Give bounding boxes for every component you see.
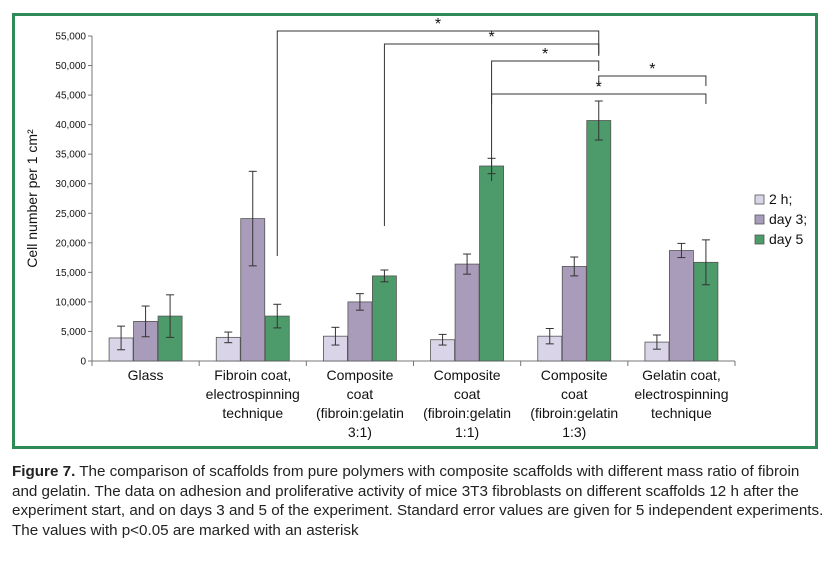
y-tick-label: 40,000 [55,120,86,131]
bar [454,263,480,362]
figure-caption: Figure 7. The comparison of scaffolds fr… [12,462,827,540]
category-label: technique [651,405,712,421]
bar [479,165,504,362]
significance-asterisk: * [596,79,602,96]
legend-swatch [754,234,765,245]
significance-bracket [276,30,600,256]
category-label: Composite [434,367,501,383]
legend-label: 2 h; [769,191,792,207]
y-tick-label: 30,000 [55,179,86,190]
category-label: Gelatin coat, [642,367,721,383]
y-tick-label: 45,000 [55,91,86,102]
significance-bracket [598,75,707,86]
bar [561,266,587,362]
significance-bracket [491,60,600,181]
caption-text: The comparison of scaffolds from pure po… [12,463,824,539]
category-label: coat [561,386,588,402]
significance-asterisk: * [488,29,494,46]
category-label: coat [454,386,481,402]
significance-asterisk: * [542,46,548,63]
y-tick-label: 10,000 [55,297,86,308]
category-label: 1:3) [562,424,586,440]
legend-swatch [754,194,765,205]
significance-asterisk: * [435,16,441,33]
y-tick-label: 55,000 [55,32,86,43]
y-tick-label: 5,000 [61,327,86,338]
y-tick-label: 0 [80,357,86,368]
legend-swatch [754,214,765,225]
legend-label: day 5 [769,231,803,247]
significance-bracket [383,43,600,226]
category-label: Composite [326,367,393,383]
y-axis-label: Cell number per 1 cm² [24,129,40,268]
bar [669,250,694,362]
significance-bracket [491,93,707,104]
y-tick-label: 20,000 [55,238,86,249]
bar [693,261,719,362]
category-label: Fibroin coat, [214,367,291,383]
bar [586,120,612,362]
category-label: 3:1) [348,424,372,440]
category-label: Glass [128,367,164,383]
y-tick-label: 25,000 [55,209,86,220]
bar [347,301,373,362]
category-label: electrospinning [206,386,300,402]
y-tick-label: 15,000 [55,268,86,279]
bar [372,275,397,362]
y-tick-label: 35,000 [55,150,86,161]
category-label: (fibroin:gelatin [530,405,618,421]
category-label: electrospinning [634,386,728,402]
legend-label: day 3; [769,211,807,227]
category-label: (fibroin:gelatin [316,405,404,421]
figure-frame: 0 5,000 10,000 15,000 20,000 25,000 30,000 35,0… [12,13,818,449]
bar [323,335,348,362]
bar-chart: 0 5,000 10,000 15,000 20,000 25,000 30,000 35,0… [24,16,807,440]
category-label: Composite [541,367,608,383]
significance-asterisk: * [649,61,655,78]
category-label: 1:1) [455,424,479,440]
category-label: (fibroin:gelatin [423,405,511,421]
category-label: technique [222,405,283,421]
caption-lead: Figure 7. [12,463,76,480]
category-label: coat [347,386,374,402]
y-tick-label: 50,000 [55,61,86,72]
